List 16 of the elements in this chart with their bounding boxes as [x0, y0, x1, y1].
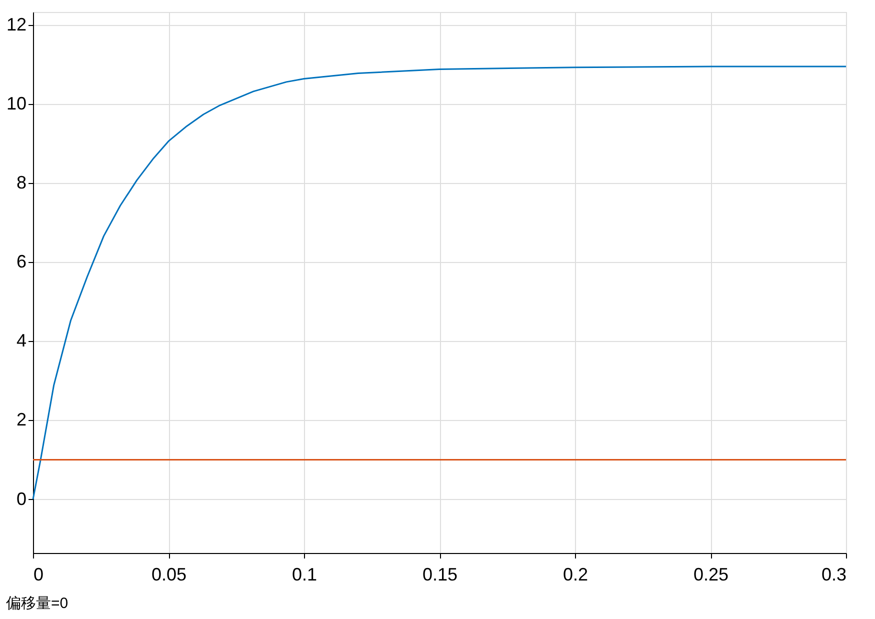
- y-tick-label: 6: [16, 252, 26, 272]
- y-tick-label: 2: [16, 410, 26, 430]
- y-tick-label: 0: [16, 488, 26, 509]
- x-tick-label: 0.25: [693, 564, 729, 584]
- line-series: [32, 66, 847, 500]
- y-tick-label: 4: [16, 330, 26, 351]
- x-tick-label: 0.1: [292, 564, 318, 584]
- x-tick-label: 0.15: [422, 564, 458, 584]
- y-tick-label: 12: [6, 14, 26, 35]
- x-tick-label: 0.2: [562, 564, 588, 584]
- y-tick-label: 10: [6, 94, 26, 114]
- text: 偏移量=0: [6, 595, 68, 612]
- x-tick-label: 0: [34, 564, 44, 584]
- x-tick-label: 0.3: [821, 564, 846, 584]
- x-tick-label: 0.05: [151, 564, 187, 584]
- y-tick-label: 8: [16, 172, 26, 193]
